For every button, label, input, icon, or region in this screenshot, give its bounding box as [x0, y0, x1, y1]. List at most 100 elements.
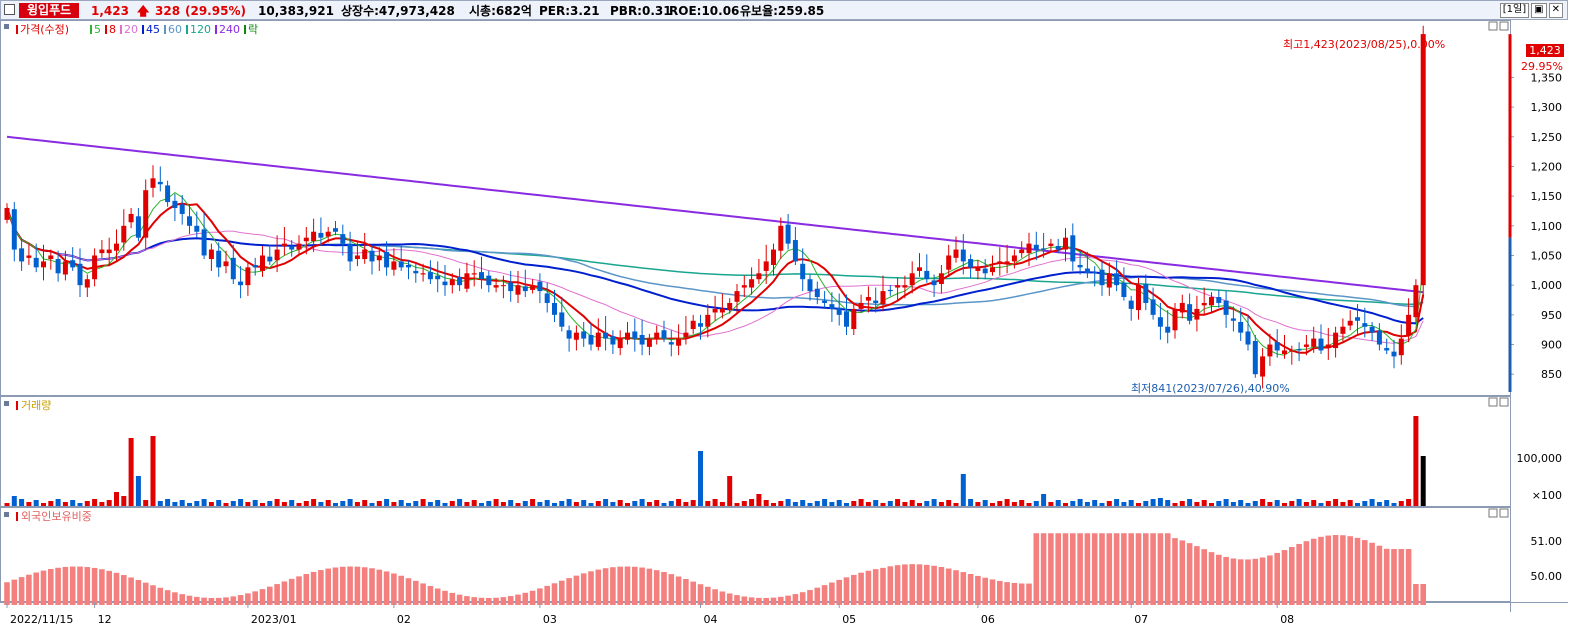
foreign-ownership-bar	[573, 575, 580, 605]
candle-body	[340, 234, 346, 244]
candle-body	[559, 312, 565, 327]
foreign-ownership-series	[4, 533, 1426, 605]
foreign-ownership-bar	[624, 566, 631, 605]
candle-body	[1376, 330, 1382, 345]
volume-bar	[33, 500, 39, 506]
foreign-ownership-bar	[1099, 533, 1105, 605]
volume-bar	[223, 503, 229, 506]
foreign-ownership-bar	[1164, 533, 1171, 605]
volume-bar	[1187, 499, 1193, 506]
panel-buttons[interactable]	[1488, 21, 1509, 518]
foreign-ownership-bar	[369, 568, 375, 605]
volume-bar	[435, 500, 441, 506]
foreign-ownership-bar	[960, 572, 967, 605]
candle-body	[114, 243, 119, 251]
volume-bar	[1420, 456, 1426, 506]
candle-body	[121, 225, 127, 243]
volume-bar	[413, 501, 419, 506]
candle-body	[500, 285, 506, 287]
volume-bar	[1033, 501, 1039, 506]
legend-item: 60	[168, 23, 182, 36]
y-tick-label: 1,350	[1531, 71, 1563, 84]
foreign-ownership-bar	[215, 597, 222, 605]
legend-marker	[16, 25, 18, 34]
volume-bar	[530, 499, 536, 506]
volume-bar	[865, 502, 871, 506]
foreign-ownership-bar	[997, 580, 1003, 605]
foreign-ownership-bar	[318, 570, 324, 605]
candle-body	[1106, 273, 1112, 288]
volume-bar	[230, 501, 236, 506]
volume-bar	[792, 502, 798, 506]
stock-name[interactable]: 윙입푸드	[19, 3, 80, 18]
volume-bar	[938, 502, 944, 506]
foreign-ownership-bar	[522, 592, 529, 605]
candle-body	[449, 279, 455, 286]
volume-bar	[1274, 500, 1280, 506]
volume-bar	[814, 501, 820, 506]
volume-bar	[1398, 501, 1404, 506]
candle-body	[990, 267, 995, 273]
volume-bar	[763, 500, 769, 506]
volume-bar	[1230, 502, 1236, 506]
foreign-ownership-bar	[347, 566, 353, 605]
select-checkbox[interactable]	[4, 4, 15, 15]
foreign-ownership-bar	[748, 597, 755, 605]
foreign-ownership-bar	[821, 585, 828, 605]
volume-bar	[537, 502, 543, 506]
volume-bar	[771, 503, 776, 506]
foreign-ownership-bar	[464, 596, 470, 605]
candle-body	[318, 232, 324, 238]
candle-body	[690, 320, 696, 330]
candle-body	[172, 200, 178, 208]
foreign-ownership-bar	[91, 567, 98, 605]
volume-bar	[92, 499, 98, 506]
foreign-ownership-bar	[529, 590, 536, 605]
volume-bar	[376, 501, 382, 506]
foreign-ownership-bar	[135, 580, 142, 605]
candle-body	[201, 229, 207, 256]
y-tick-label: 950	[1541, 309, 1562, 322]
candle-body	[19, 248, 25, 262]
legend-marker	[244, 25, 246, 34]
candlestick-series	[4, 25, 1426, 389]
candle-body	[1026, 243, 1032, 254]
candle-body	[1077, 264, 1083, 268]
foreign-ownership-bar	[1113, 533, 1120, 605]
candle-body	[1289, 350, 1295, 352]
period-button[interactable]: [1일]	[1499, 3, 1530, 18]
candle-body	[391, 261, 397, 270]
volume-bar	[1092, 500, 1098, 506]
candle-body	[1092, 272, 1098, 274]
volume-bar	[296, 503, 302, 506]
candle-body	[26, 255, 32, 258]
volume-bar	[114, 492, 119, 506]
candle-body	[1325, 344, 1331, 349]
volume-bar	[851, 501, 857, 506]
foreign-ownership-bar	[230, 596, 237, 605]
close-icon[interactable]: ✕	[1548, 3, 1563, 18]
foreign-ownership-bar	[11, 579, 18, 605]
foreign-ownership-bar	[4, 582, 10, 605]
foreign-ownership-bar	[1362, 540, 1368, 605]
candle-body	[822, 300, 828, 303]
candle-body	[975, 267, 981, 271]
volume-bar	[252, 500, 258, 506]
y-tick-label: 1,300	[1531, 101, 1563, 114]
volume-bar	[1136, 503, 1141, 506]
restore-icon[interactable]: ▣	[1531, 3, 1547, 18]
candle-body	[712, 308, 718, 313]
volume-bar	[1063, 503, 1068, 506]
volume-bar	[4, 503, 10, 506]
foreign-ownership-bar	[1245, 559, 1251, 605]
foreign-ownership-bar	[1172, 538, 1178, 605]
foreign-ownership-bar	[150, 585, 156, 605]
foreign-ownership-bar	[281, 581, 288, 605]
price-axis: 850 900 950 1,000 1,050 1,100 1,150 1,200 1,250 1…	[1508, 34, 1563, 392]
candle-body	[1252, 340, 1258, 375]
volume-bar	[1143, 501, 1149, 506]
candle-body	[1033, 244, 1039, 250]
candle-body	[420, 273, 426, 275]
volume-bar	[99, 502, 105, 506]
foreign-ownership-bar	[1369, 542, 1375, 605]
